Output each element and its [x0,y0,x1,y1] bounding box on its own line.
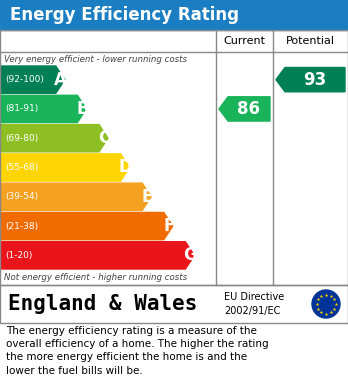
Text: (55-68): (55-68) [5,163,38,172]
Text: E: E [142,188,153,206]
Text: A: A [54,71,67,89]
Text: (39-54): (39-54) [5,192,38,201]
Text: F: F [163,217,174,235]
Text: (1-20): (1-20) [5,251,32,260]
Polygon shape [219,97,270,121]
Text: (92-100): (92-100) [5,75,44,84]
Text: The energy efficiency rating is a measure of the
overall efficiency of a home. T: The energy efficiency rating is a measur… [6,326,269,376]
Polygon shape [276,68,345,92]
Bar [0,0,348,30]
Polygon shape [0,125,108,152]
Circle shape [312,290,340,318]
Polygon shape [0,66,65,93]
Text: (21-38): (21-38) [5,222,38,231]
Text: Not energy efficient - higher running costs: Not energy efficient - higher running co… [4,273,187,283]
Text: (81-91): (81-91) [5,104,38,113]
Polygon shape [0,212,173,240]
Bar [0,285,348,323]
Text: EU Directive
2002/91/EC: EU Directive 2002/91/EC [224,292,284,316]
Text: Potential: Potential [286,36,335,46]
Text: (69-80): (69-80) [5,134,38,143]
Text: C: C [98,129,110,147]
Polygon shape [0,242,195,269]
Polygon shape [0,183,151,210]
Polygon shape [0,95,86,122]
Text: Energy Efficiency Rating: Energy Efficiency Rating [10,6,239,24]
Polygon shape [0,154,129,181]
Text: Current: Current [223,36,266,46]
Text: D: D [119,158,133,176]
Text: 86: 86 [237,100,261,118]
Text: Very energy efficient - lower running costs: Very energy efficient - lower running co… [4,54,187,63]
Text: G: G [183,246,197,264]
Text: B: B [76,100,89,118]
Text: 93: 93 [303,71,327,89]
Bar [0,30,348,285]
Text: England & Wales: England & Wales [8,294,197,314]
